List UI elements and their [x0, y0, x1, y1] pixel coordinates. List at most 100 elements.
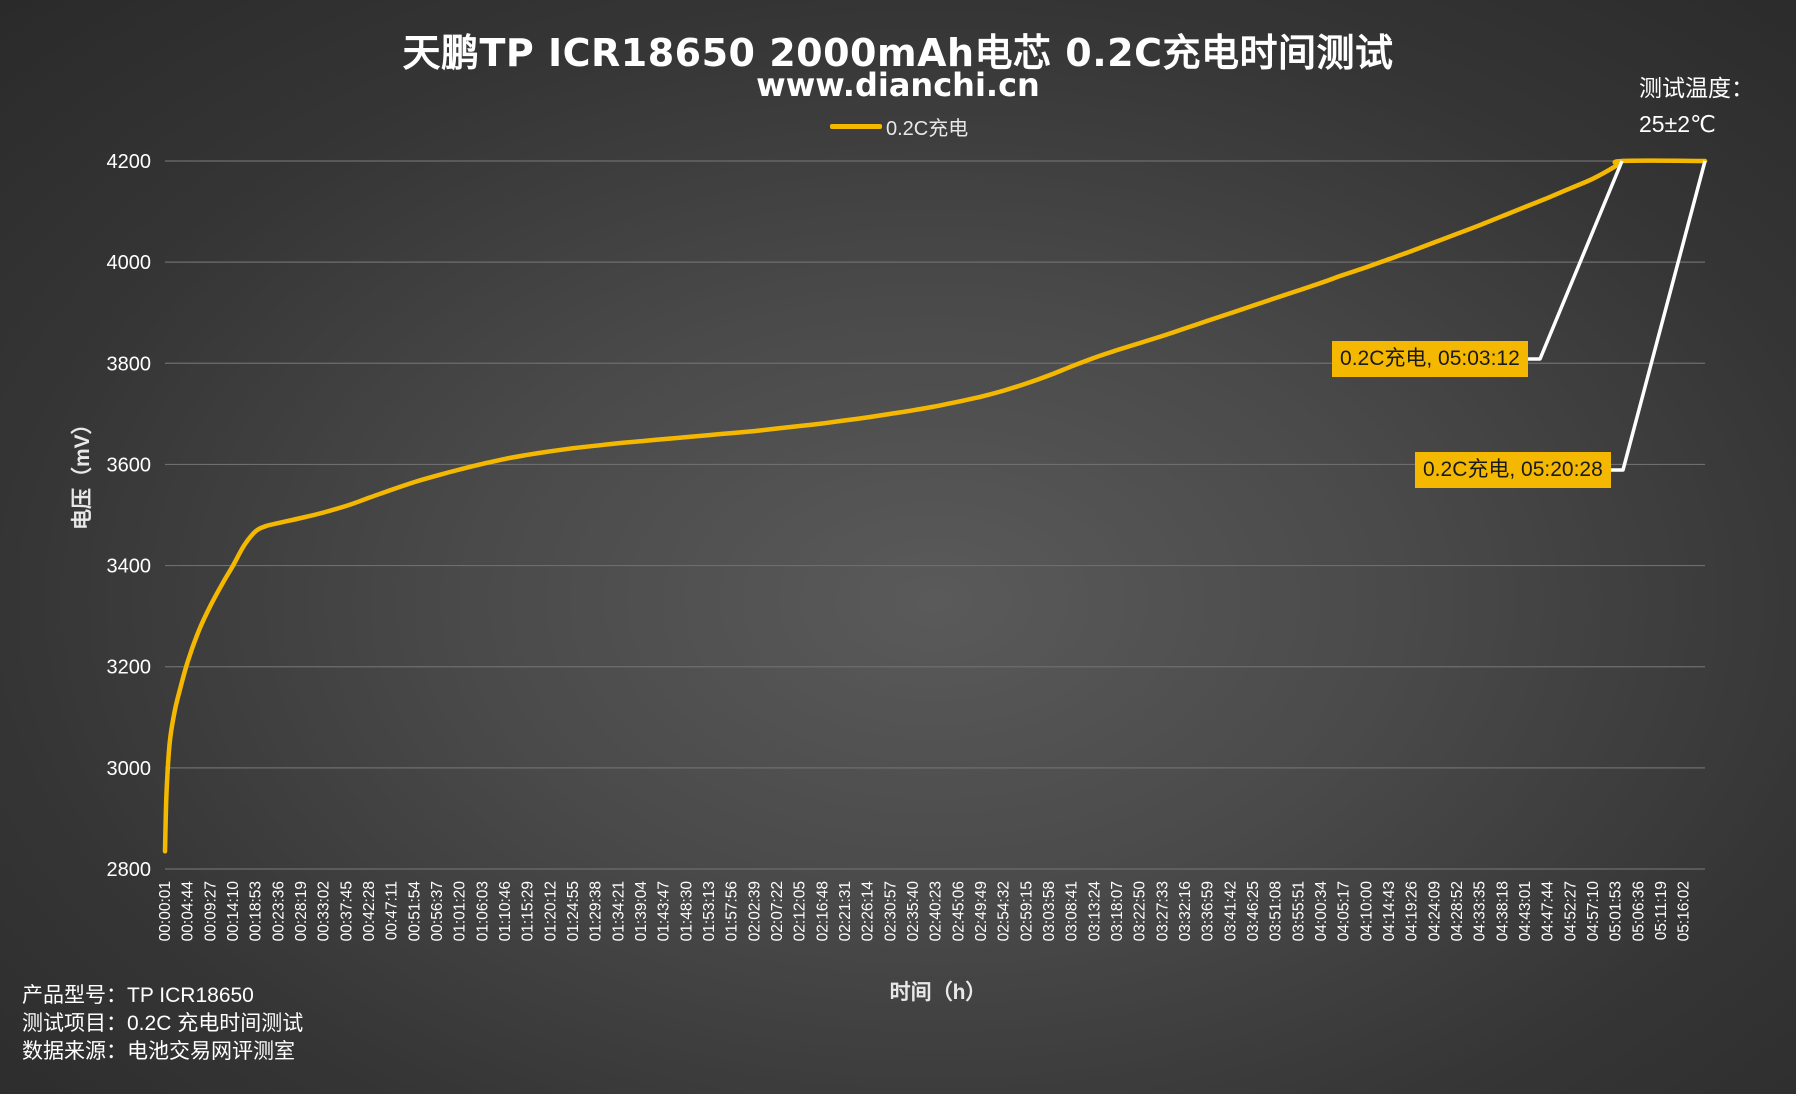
- x-tick-label-4: 00:18:53: [248, 881, 265, 941]
- callout-lines: [1528, 160, 1707, 472]
- x-tick-label-28: 02:12:05: [792, 881, 809, 941]
- y-tick-label-3800: 3800: [107, 353, 152, 375]
- x-tick-label-24: 01:53:13: [701, 881, 718, 941]
- temperature-value: 25±2℃: [1639, 111, 1716, 137]
- x-tick-label-52: 04:05:17: [1336, 881, 1353, 941]
- x-tick-label-40: 03:08:41: [1064, 881, 1081, 941]
- y-tick-label-4200: 4200: [107, 151, 152, 173]
- x-tick-label-10: 00:47:11: [384, 881, 401, 940]
- y-tick-label-4000: 4000: [107, 252, 152, 274]
- x-tick-label-14: 01:06:03: [474, 881, 491, 941]
- x-tick-label-36: 02:49:49: [973, 881, 990, 941]
- callout-leader-1: [1528, 160, 1624, 361]
- x-tick-label-65: 05:06:36: [1630, 881, 1647, 941]
- y-tick-label-2800: 2800: [107, 859, 152, 881]
- x-tick-label-30: 02:21:31: [837, 881, 854, 941]
- y-tick-label-3000: 3000: [107, 758, 152, 780]
- x-tick-label-43: 03:22:50: [1132, 881, 1149, 942]
- x-tick-label-13: 01:01:20: [452, 881, 469, 942]
- y-axis-label: 电压（mV）: [71, 413, 94, 530]
- x-tick-label-7: 00:33:02: [316, 881, 333, 941]
- footer-source: 数据来源：电池交易网评测室: [22, 1040, 295, 1063]
- x-tick-label-55: 04:19:26: [1404, 881, 1421, 941]
- x-tick-label-37: 02:54:32: [996, 881, 1013, 941]
- x-tick-label-58: 04:33:35: [1472, 881, 1489, 941]
- x-axis-label: 时间（h）: [889, 981, 987, 1004]
- x-tick-label-51: 04:00:34: [1313, 881, 1330, 942]
- y-tick-label-3400: 3400: [107, 556, 152, 578]
- x-tick-label-63: 04:57:10: [1585, 881, 1602, 942]
- legend: 0.2C充电: [830, 114, 969, 140]
- x-tick-label-3: 00:14:10: [225, 881, 242, 942]
- x-tick-label-41: 03:13:24: [1086, 881, 1103, 942]
- x-tick-label-60: 04:43:01: [1517, 881, 1534, 941]
- x-tick-label-19: 01:29:38: [588, 881, 605, 941]
- x-tick-label-67: 05:16:02: [1676, 881, 1693, 941]
- x-tick-label-25: 01:57:56: [724, 881, 741, 941]
- x-tick-label-2: 00:09:27: [202, 881, 219, 941]
- footer-test-item: 测试项目：0.2C 充电时间测试: [22, 1012, 304, 1035]
- x-tick-label-23: 01:48:30: [678, 881, 695, 942]
- x-tick-label-53: 04:10:00: [1358, 881, 1375, 942]
- temperature-label: 测试温度：: [1639, 75, 1754, 101]
- annotation-label-2: 0.2C充电, 05:20:28: [1415, 452, 1611, 488]
- y-axis-ticks: 2800 3000 3200 3400 3600 3800 4000 4200: [107, 151, 152, 881]
- x-tick-label-0: 00:00:01: [157, 881, 174, 941]
- x-tick-label-48: 03:46:25: [1245, 881, 1262, 941]
- x-tick-label-21: 01:39:04: [633, 881, 650, 942]
- x-tick-label-20: 01:34:21: [610, 881, 627, 941]
- x-tick-label-8: 00:37:45: [338, 881, 355, 941]
- x-tick-label-1: 00:04:44: [180, 881, 197, 942]
- x-tick-label-27: 02:07:22: [769, 881, 786, 941]
- x-tick-label-35: 02:45:06: [950, 881, 967, 941]
- x-tick-label-39: 03:03:58: [1041, 881, 1058, 941]
- x-tick-label-5: 00:23:36: [270, 881, 287, 941]
- x-tick-label-22: 01:43:47: [656, 881, 673, 941]
- x-tick-label-33: 02:35:40: [905, 881, 922, 942]
- x-tick-label-64: 05:01:53: [1608, 881, 1625, 941]
- x-tick-label-31: 02:26:14: [860, 881, 877, 942]
- x-tick-label-50: 03:55:51: [1290, 881, 1307, 941]
- x-tick-label-15: 01:10:46: [497, 881, 514, 941]
- x-tick-label-57: 04:28:52: [1449, 881, 1466, 941]
- x-tick-label-16: 01:15:29: [520, 881, 537, 941]
- x-tick-label-17: 01:20:12: [542, 881, 559, 941]
- x-tick-label-61: 04:47:44: [1540, 881, 1557, 942]
- x-tick-label-45: 03:32:16: [1177, 881, 1194, 941]
- footer-info: 产品型号：TP ICR18650 测试项目：0.2C 充电时间测试 数据来源：电…: [22, 982, 303, 1066]
- x-tick-label-12: 00:56:37: [429, 881, 446, 941]
- x-tick-label-66: 05:11:19: [1653, 881, 1670, 940]
- x-tick-label-46: 03:36:59: [1200, 881, 1217, 941]
- x-tick-label-47: 03:41:42: [1222, 881, 1239, 941]
- footer-model: 产品型号：TP ICR18650: [22, 984, 254, 1007]
- x-tick-label-54: 04:14:43: [1381, 881, 1398, 941]
- x-axis-ticks: 00:00:01 00:04:44 00:09:27 00:14:10 00:18:53…: [157, 881, 1693, 942]
- y-tick-label-3600: 3600: [107, 454, 152, 476]
- x-tick-label-49: 03:51:08: [1268, 881, 1285, 941]
- chart-title: 天鹏TP ICR18650 2000mAh电芯 0.2C充电时间测试: [402, 31, 1394, 75]
- x-tick-label-32: 02:30:57: [882, 881, 899, 941]
- chart-subtitle: www.dianchi.cn: [756, 66, 1040, 104]
- x-tick-label-9: 00:42:28: [361, 881, 378, 941]
- annotation-label-1: 0.2C充电, 05:03:12: [1332, 341, 1528, 377]
- x-tick-label-34: 02:40:23: [928, 881, 945, 941]
- x-tick-label-18: 01:24:55: [565, 881, 582, 941]
- series-line-0: [162, 158, 1708, 854]
- x-tick-label-44: 03:27:33: [1154, 881, 1171, 941]
- x-tick-label-29: 02:16:48: [814, 881, 831, 941]
- legend-swatch: [830, 123, 882, 129]
- legend-label: 0.2C充电: [886, 117, 969, 140]
- x-tick-label-42: 03:18:07: [1109, 881, 1126, 941]
- series-layer: [162, 158, 1708, 854]
- x-tick-label-59: 04:38:18: [1494, 881, 1511, 941]
- grid-lines: [165, 160, 1705, 870]
- x-tick-label-62: 04:52:27: [1562, 881, 1579, 941]
- x-tick-label-38: 02:59:15: [1018, 881, 1035, 941]
- callout-leader-2: [1611, 160, 1707, 472]
- x-tick-label-11: 00:51:54: [406, 881, 423, 942]
- x-tick-label-26: 02:02:39: [746, 881, 763, 941]
- x-tick-label-6: 00:28:19: [293, 881, 310, 941]
- temperature-note: 测试温度： 25±2℃: [1639, 70, 1754, 142]
- y-tick-label-3200: 3200: [107, 657, 152, 679]
